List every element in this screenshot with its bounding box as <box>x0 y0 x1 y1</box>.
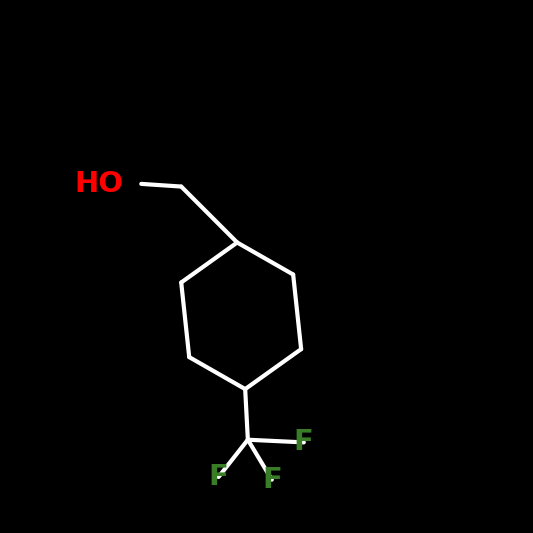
Text: F: F <box>208 463 229 491</box>
Text: HO: HO <box>74 170 123 198</box>
Text: F: F <box>262 466 282 494</box>
Text: F: F <box>294 429 314 456</box>
